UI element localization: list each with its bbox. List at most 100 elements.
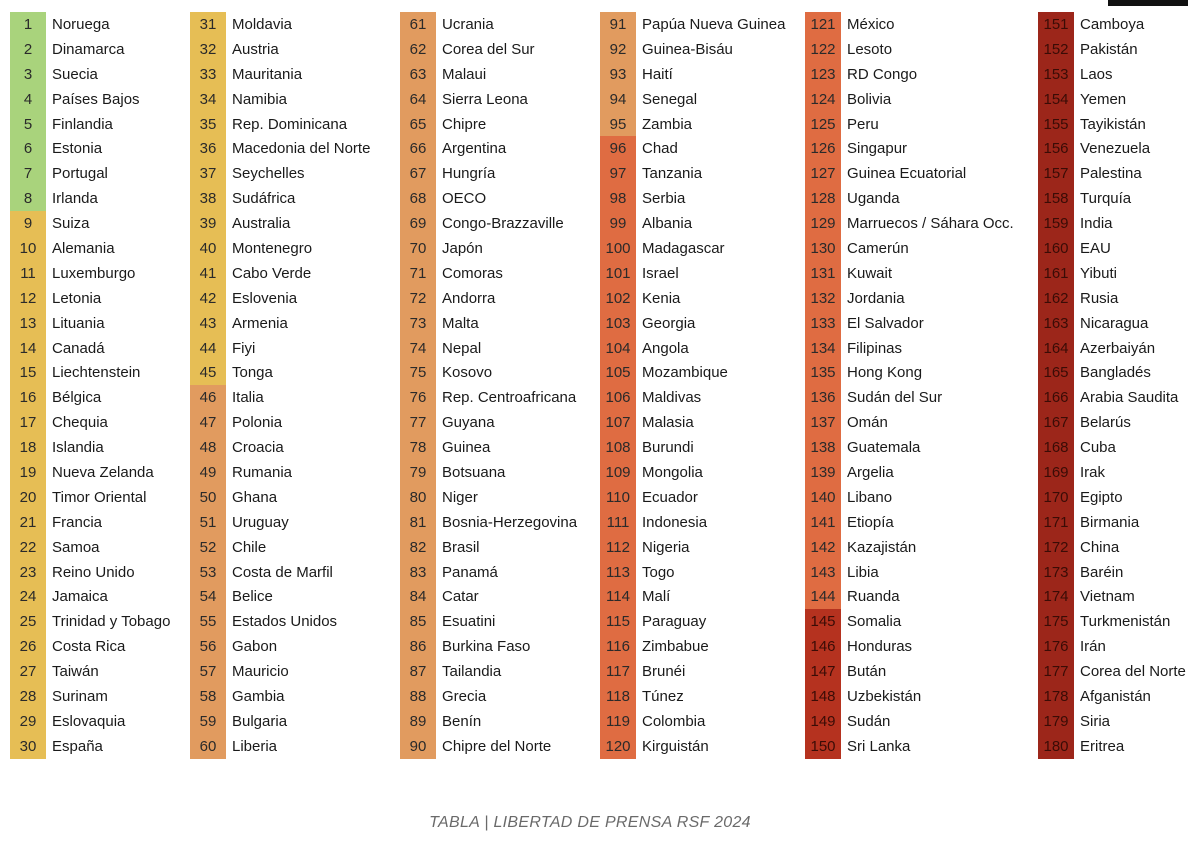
country-name: Macedonia del Norte [232,140,371,158]
rank-cell: 101 [600,260,636,286]
table-row: 136 Sudán del Sur [805,385,1014,411]
country-name: Namibia [232,90,288,108]
table-row: 112 Nigeria [600,534,785,560]
country-name: Hungría [442,165,496,183]
rank-cell: 2 [10,36,46,62]
table-row: 33 Mauritania [190,61,370,87]
country-name: Costa Rica [52,638,126,656]
table-row: 92 Guinea-Bisáu [600,36,785,62]
rank-cell: 26 [10,634,46,660]
country-name: Estonia [52,140,103,158]
table-row: 139 Argelia [805,460,1014,485]
table-row: 80 Niger [400,484,577,510]
rank-cell: 104 [600,335,636,361]
table-row: 85 Esuatini [400,609,577,635]
rank-cell: 113 [600,559,636,585]
table-row: 138 Guatemala [805,435,1014,461]
table-row: 35 Rep. Dominicana [190,111,370,137]
country-name: Suecia [52,65,98,83]
table-row: 77 Guyana [400,410,577,436]
country-name: Colombia [642,712,706,730]
rank-cell: 172 [1038,534,1074,560]
country-name: Bangladés [1080,364,1151,382]
table-row: 86 Burkina Faso [400,634,577,660]
table-row: 89 Benín [400,708,577,734]
country-name: Kenia [642,289,681,307]
table-row: 151 Camboya [1038,12,1186,37]
rank-cell: 24 [10,584,46,610]
rank-cell: 166 [1038,385,1074,411]
rank-cell: 20 [10,484,46,510]
table-row: 105 Mozambique [600,360,785,386]
rank-cell: 173 [1038,559,1074,585]
country-name: Turquía [1080,190,1132,208]
table-row: 172 China [1038,534,1186,560]
table-row: 144 Ruanda [805,584,1014,610]
rank-cell: 74 [400,335,436,361]
country-name: Honduras [847,638,913,656]
table-row: 25 Trinidad y Tobago [10,609,170,635]
country-name: Zambia [642,115,693,133]
rank-cell: 27 [10,659,46,685]
country-name: Andorra [442,289,496,307]
country-name: Canadá [52,339,105,357]
rank-cell: 175 [1038,609,1074,635]
country-name: Peru [847,115,879,133]
country-name: Chipre [442,115,487,133]
table-row: 59 Bulgaria [190,708,370,734]
table-row: 79 Botsuana [400,460,577,485]
country-name: Palestina [1080,165,1142,183]
table-row: 21 Francia [10,509,170,535]
table-row: 179 Siria [1038,708,1186,734]
country-name: Malí [642,588,671,606]
country-name: Brunéi [642,663,686,681]
table-row: 140 Libano [805,484,1014,510]
country-name: Brasil [442,538,480,556]
rank-cell: 22 [10,534,46,560]
country-name: Bosnia-Herzegovina [442,513,578,531]
rank-cell: 88 [400,684,436,709]
rank-cell: 14 [10,335,46,361]
table-row: 148 Uzbekistán [805,684,1014,709]
country-name: Portugal [52,165,108,183]
country-name: Omán [847,414,888,432]
table-row: 11 Luxemburgo [10,260,170,286]
table-row: 117 Brunéi [600,659,785,685]
country-name: Congo-Brazzaville [442,215,564,233]
rank-cell: 53 [190,559,226,585]
table-row: 44 Fiyi [190,335,370,361]
country-name: Polonia [232,414,283,432]
rank-cell: 153 [1038,61,1074,87]
country-name: Burkina Faso [442,638,531,656]
rank-cell: 41 [190,260,226,286]
table-row: 70 Japón [400,236,577,261]
rank-cell: 132 [805,285,841,311]
table-row: 67 Hungría [400,161,577,187]
rank-cell: 51 [190,509,226,535]
rank-cell: 171 [1038,509,1074,535]
country-name: Eslovaquia [52,712,126,730]
table-row: 81 Bosnia-Herzegovina [400,509,578,535]
table-row: 20 Timor Oriental [10,484,170,510]
rank-cell: 152 [1038,36,1074,62]
table-row: 150 Sri Lanka [805,733,1014,759]
country-name: Serbia [642,190,686,208]
rank-cell: 115 [600,609,636,635]
rank-cell: 82 [400,534,436,560]
table-row: 97 Tanzania [600,161,785,187]
table-row: 28 Surinam [10,684,170,709]
rank-cell: 1 [10,12,46,37]
rank-cell: 92 [600,36,636,62]
rank-cell: 44 [190,335,226,361]
table-row: 18 Islandia [10,435,170,461]
table-row: 147 Bután [805,659,1014,685]
country-name: India [1080,215,1113,233]
country-name: Guyana [442,414,495,432]
country-name: Chile [232,538,267,556]
table-row: 36 Macedonia del Norte [190,136,371,162]
table-row: 111 Indonesia [600,509,785,535]
country-name: Vietnam [1080,588,1135,606]
rank-cell: 140 [805,484,841,510]
table-row: 26 Costa Rica [10,634,170,660]
table-row: 108 Burundi [600,435,785,461]
